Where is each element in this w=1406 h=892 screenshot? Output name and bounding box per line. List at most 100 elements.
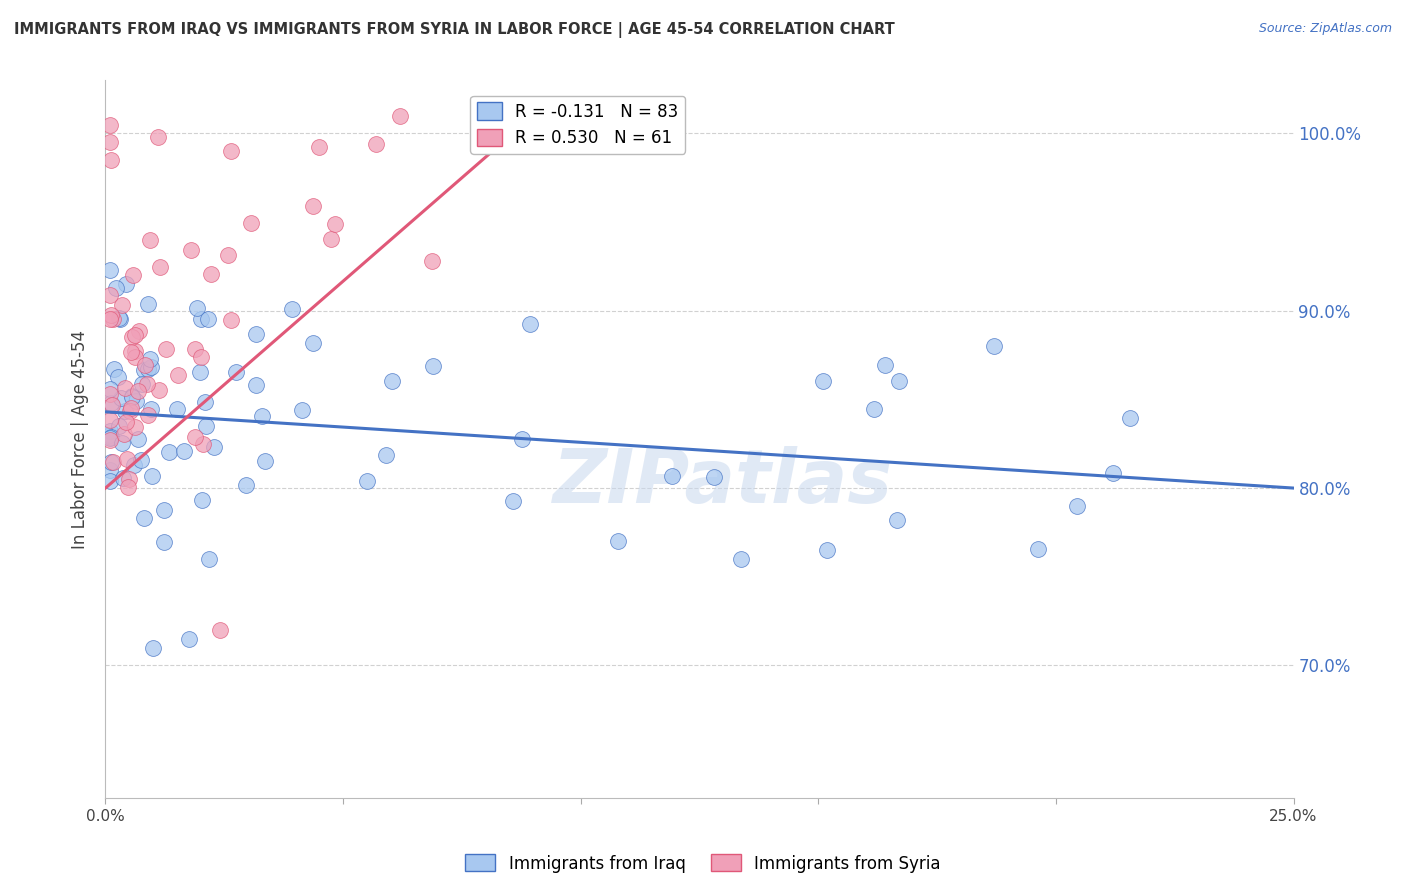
Point (886, 513, 908, 527)
Point (98, 382, 121, 396)
Point (519, 318, 541, 332)
Point (873, 358, 896, 372)
Point (114, 404, 136, 418)
Point (98, 387, 121, 401)
Point (323, 218, 346, 232)
Point (388, 109, 411, 123)
Point (132, 363, 155, 377)
Point (100, 455, 122, 469)
Point (166, 368, 188, 383)
Point (114, 277, 136, 292)
Point (512, 432, 534, 446)
Point (121, 268, 143, 283)
Point (103, 455, 125, 469)
Point (146, 130, 169, 145)
Point (703, 470, 725, 484)
Point (190, 312, 212, 326)
Point (811, 374, 834, 388)
Point (209, 623, 232, 637)
Point (98, 118, 121, 132)
Point (152, 503, 174, 517)
Point (198, 552, 221, 566)
Legend: R = -0.131   N = 83, R = 0.530   N = 61: R = -0.131 N = 83, R = 0.530 N = 61 (470, 95, 685, 153)
Point (815, 543, 838, 558)
Point (219, 313, 242, 327)
Point (512, 109, 534, 123)
Point (478, 109, 501, 123)
Point (422, 359, 444, 373)
Point (124, 344, 146, 359)
Point (1066, 499, 1088, 513)
Point (141, 469, 163, 483)
Point (98, 433, 121, 447)
Point (100, 430, 122, 444)
Point (730, 552, 752, 566)
Point (188, 365, 211, 379)
Point (225, 365, 247, 379)
Point (308, 140, 330, 154)
Point (254, 454, 277, 468)
Point (502, 494, 524, 508)
Point (104, 281, 127, 295)
Point (115, 415, 138, 429)
Point (129, 453, 152, 467)
Point (141, 360, 163, 375)
Point (111, 298, 134, 312)
Point (239, 216, 262, 230)
Point (114, 381, 136, 395)
Point (148, 384, 170, 398)
Point (179, 632, 201, 646)
Point (381, 374, 404, 388)
Point (136, 296, 159, 310)
Point (661, 468, 683, 483)
Point (98, 312, 121, 326)
Point (108, 312, 131, 326)
Point (110, 392, 132, 406)
Point (1118, 410, 1140, 425)
Point (121, 330, 143, 344)
Point (122, 458, 145, 473)
Point (103, 362, 125, 376)
Point (1026, 541, 1049, 556)
Point (173, 443, 195, 458)
Point (131, 377, 153, 392)
Point (184, 342, 207, 356)
Point (98, 136, 121, 150)
Point (98, 424, 121, 438)
Point (125, 393, 148, 408)
Point (112, 427, 135, 442)
Point (111, 436, 134, 450)
Point (498, 109, 520, 123)
Point (139, 351, 162, 366)
Point (111, 471, 134, 485)
Point (100, 308, 122, 322)
Point (219, 145, 242, 159)
Point (108, 419, 131, 434)
Point (118, 404, 141, 418)
Point (108, 311, 131, 326)
Point (190, 350, 212, 364)
Point (120, 401, 142, 415)
Point (118, 472, 141, 486)
Point (153, 535, 176, 549)
Point (157, 445, 180, 459)
Point (356, 474, 378, 488)
Point (252, 409, 274, 423)
Point (124, 420, 146, 434)
Text: ZIPatlas: ZIPatlas (553, 446, 893, 519)
Point (186, 301, 208, 316)
Point (148, 260, 170, 275)
Point (127, 384, 149, 399)
Point (291, 402, 314, 417)
Point (607, 534, 630, 549)
Point (364, 137, 387, 152)
Point (136, 362, 159, 376)
Point (217, 247, 239, 261)
Point (139, 402, 162, 417)
Point (136, 408, 159, 422)
Point (375, 448, 398, 462)
Point (155, 342, 177, 356)
Point (120, 345, 142, 359)
Point (98, 431, 121, 445)
Point (194, 419, 217, 434)
